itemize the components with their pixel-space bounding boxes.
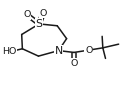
Text: O: O [23,10,31,19]
Text: O: O [85,46,92,55]
Text: S: S [36,19,43,29]
Text: N: N [54,46,63,56]
Text: O: O [39,9,47,18]
Text: O: O [70,59,78,68]
Text: HO: HO [2,47,16,56]
